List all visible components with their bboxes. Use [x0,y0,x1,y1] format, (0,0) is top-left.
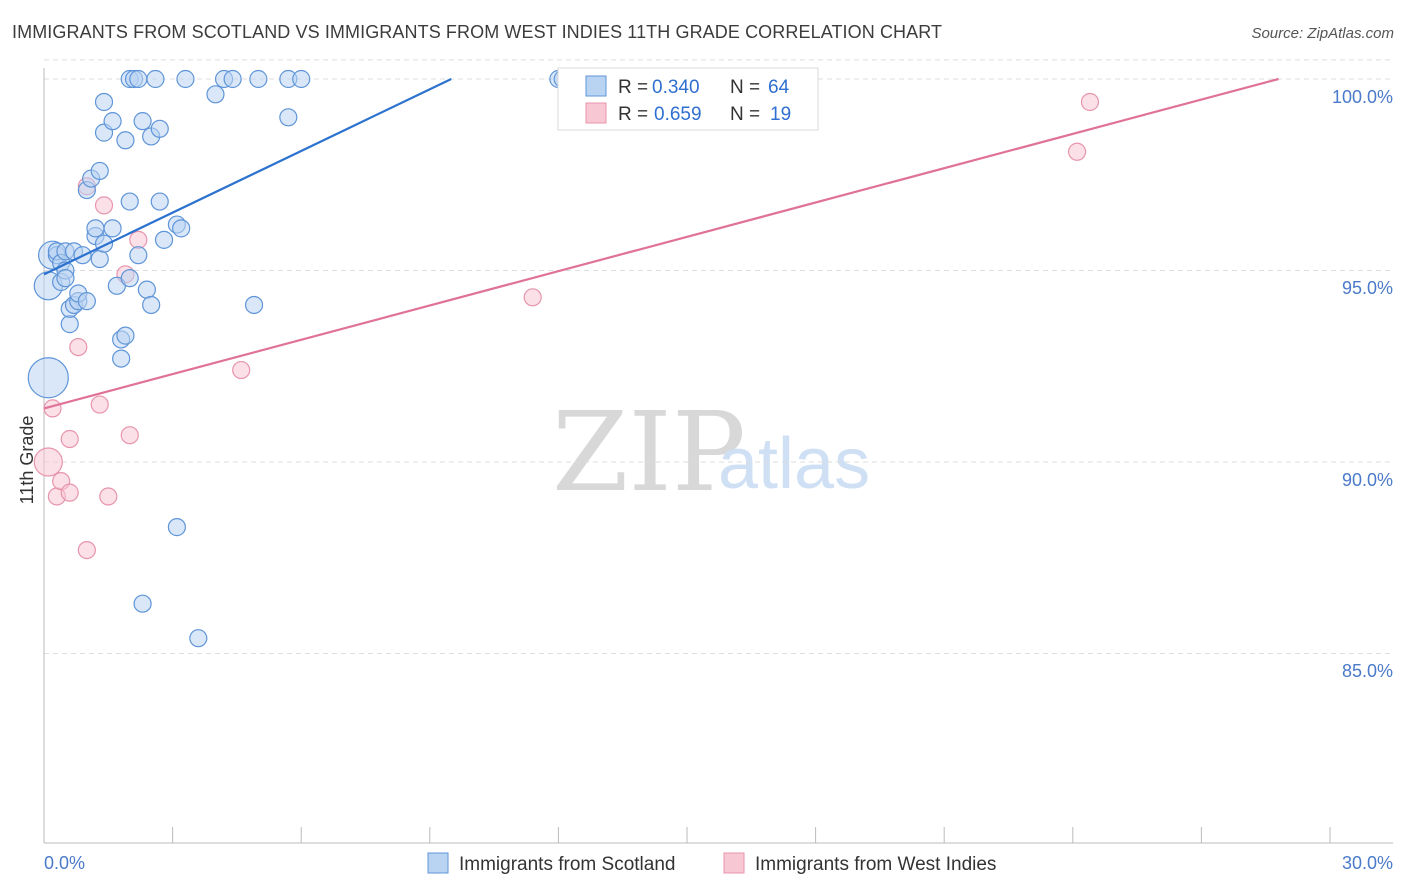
watermark-zip: ZIP [552,388,746,516]
watermark-atlas: atlas [718,424,870,504]
point-scotland-50 [172,219,191,238]
point-west-indies-13 [120,426,139,445]
y-tick-label-90: 90.0% [1342,470,1393,490]
y-tick-label-85: 85.0% [1342,661,1393,681]
point-scotland-42 [142,295,161,315]
y-tick-label-95: 95.0% [1342,278,1393,298]
point-scotland-27 [103,112,122,131]
point-scotland-17 [77,292,96,311]
point-scotland-52 [189,629,208,648]
point-scotland-63 [129,69,148,89]
point-west-indies-0 [33,447,63,477]
point-scotland-51 [176,69,195,89]
point-west-indies-18 [1080,92,1100,112]
point-scotland-34 [120,269,139,288]
point-scotland-39 [133,594,152,613]
point-scotland-32 [116,326,135,345]
point-scotland-44 [146,69,165,89]
point-west-indies-5 [60,483,79,502]
legend-n-label-scotland: N = [730,77,760,98]
legend-n-label-west-indies: N = [730,104,760,125]
point-scotland-46 [150,119,169,138]
point-scotland-28 [103,219,122,238]
point-scotland-10 [60,315,79,334]
point-scotland-58 [279,108,298,127]
point-west-indies-9 [90,395,109,414]
point-west-indies-6 [69,338,88,357]
x-tick-label-min: 0.0% [44,853,85,873]
legend-n-value-west-indies: 19 [770,104,791,125]
point-scotland-21 [86,219,105,238]
point-scotland-38 [129,246,148,265]
point-scotland-57 [249,69,268,89]
series-legend: Immigrants from Scotland Immigrants from… [427,852,996,875]
chart-title: IMMIGRANTS FROM SCOTLAND VS IMMIGRANTS F… [12,22,943,42]
legend-swatch-scotland [585,75,607,97]
source-label: Source: ZipAtlas.com [1251,25,1394,42]
point-scotland-41 [137,280,156,299]
series-scotland [27,69,572,648]
legend-r-value-scotland: 0.340 [652,77,700,98]
point-west-indies-14 [129,230,148,249]
point-west-indies-10 [94,196,114,215]
point-scotland-35 [120,192,139,211]
point-west-indies-17 [1067,142,1087,161]
legend-r-label-scotland: R = [618,77,648,98]
point-scotland-22 [90,249,109,269]
point-west-indies-11 [99,487,118,506]
stats-legend: R = 0.340 N = 64 R = 0.659 N = 19 [557,67,819,131]
point-scotland-9 [56,269,75,288]
gridlines [44,59,1393,654]
series-legend-swatch-west-indies [723,852,745,874]
series-legend-swatch-scotland [427,852,449,874]
y-tick-label-100: 100.0% [1332,87,1393,107]
point-scotland-40 [133,112,152,131]
point-scotland-33 [116,131,135,150]
point-scotland-45 [150,192,169,211]
trend-line-west-indies [43,77,1279,410]
legend-swatch-west-indies [585,102,607,124]
point-scotland-53 [206,85,225,104]
legend-n-value-scotland: 64 [768,77,790,98]
legend-r-label-west-indies: R = [618,104,648,125]
point-west-indies-16 [523,288,542,307]
y-axis-label: 11th Grade [17,416,37,505]
trend-lines [43,77,1279,410]
legend-r-value-west-indies: 0.659 [654,104,702,125]
point-scotland-56 [244,295,264,315]
point-west-indies-15 [232,360,251,380]
point-scotland-30 [112,349,131,368]
point-scotland-0 [27,357,69,399]
point-scotland-60 [292,69,311,89]
point-scotland-26 [94,92,114,112]
series-legend-label-west-indies: Immigrants from West Indies [755,854,996,875]
series-legend-label-scotland: Immigrants from Scotland [459,854,675,875]
point-scotland-48 [167,518,186,537]
x-tick-label-max: 30.0% [1342,853,1393,873]
point-scotland-23 [90,161,109,181]
trend-line-scotland [43,78,452,276]
point-west-indies-4 [60,429,79,449]
point-scotland-47 [154,230,174,249]
point-west-indies-8 [77,540,96,560]
point-scotland-55 [223,69,242,89]
